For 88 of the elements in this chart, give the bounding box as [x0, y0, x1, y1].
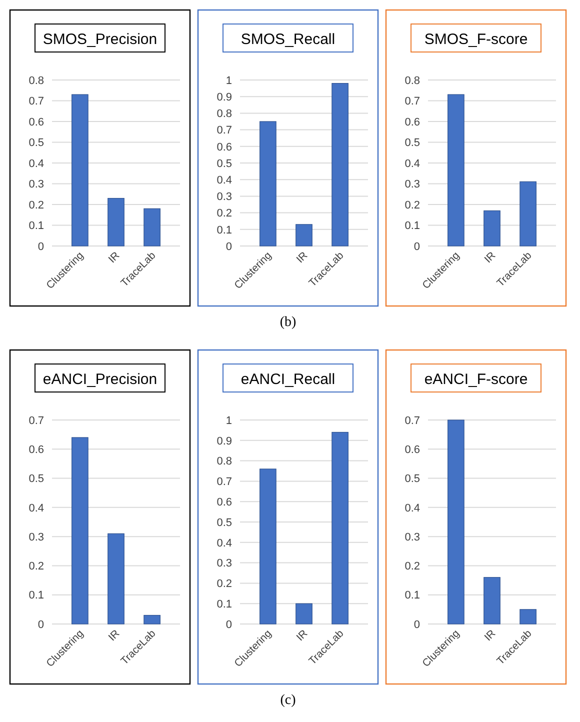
y-tick-label: 0.1	[28, 590, 44, 602]
y-tick-label: 0.3	[404, 178, 420, 191]
bar	[448, 94, 464, 246]
x-tick-label: IR	[294, 249, 310, 266]
x-tick-label: IR	[106, 249, 122, 266]
y-tick-label: 0.7	[28, 96, 44, 108]
y-tick-label: 0.3	[28, 531, 44, 544]
x-tick-label: IR	[106, 627, 122, 644]
y-tick-label: 0	[226, 240, 232, 253]
y-tick-label: 0.5	[28, 473, 44, 486]
y-tick-label: 0.5	[216, 158, 232, 170]
bar	[520, 609, 536, 624]
bar	[296, 224, 312, 246]
y-tick-label: 0.3	[216, 191, 232, 204]
y-tick-label: 0.9	[216, 91, 232, 104]
chart-title: eANCI_Precision	[42, 371, 158, 388]
bar	[72, 437, 88, 624]
y-tick-label: 0.7	[404, 414, 420, 427]
y-tick-label: 0.2	[216, 578, 232, 590]
y-tick-label: 0.8	[28, 74, 44, 87]
y-tick-label: 0.2	[28, 199, 44, 212]
y-tick-label: 0.1	[216, 224, 232, 236]
bar	[144, 614, 160, 624]
bar	[260, 468, 276, 624]
y-tick-label: 0.5	[28, 137, 44, 150]
bar	[260, 121, 276, 246]
y-tick-label: 0.1	[28, 220, 44, 232]
y-tick-label: 0.4	[216, 537, 232, 550]
bar	[332, 432, 348, 624]
bar	[484, 210, 500, 246]
bar	[520, 181, 536, 246]
bar	[448, 420, 464, 624]
y-tick-label: 1	[226, 414, 232, 427]
bar	[296, 603, 312, 624]
y-tick-label: 0.8	[404, 74, 420, 87]
text: (b)	[280, 315, 296, 330]
y-tick-label: 0.6	[404, 444, 420, 456]
y-tick-label: 0.5	[404, 137, 420, 150]
y-tick-label: 0.2	[216, 208, 232, 220]
y-tick-label: 0.6	[216, 141, 232, 154]
y-tick-label: 0.2	[404, 560, 420, 573]
y-tick-label: 0.6	[404, 116, 420, 128]
y-tick-label: 0	[38, 240, 44, 253]
bar	[108, 198, 124, 246]
chart-title: SMOS_Recall	[240, 31, 336, 48]
y-tick-label: 0.1	[404, 590, 420, 602]
y-tick-label: 0.8	[216, 456, 232, 468]
y-tick-label: 0.4	[28, 158, 44, 170]
bar	[72, 94, 88, 246]
y-tick-label: 0	[226, 618, 232, 631]
bar	[144, 208, 160, 246]
y-tick-label: 0.4	[404, 502, 420, 514]
y-tick-label: 0.7	[216, 124, 232, 137]
y-tick-label: 0.3	[216, 558, 232, 570]
y-tick-label: 0.4	[404, 158, 420, 170]
chart-title: SMOS_Precision	[42, 31, 158, 48]
y-tick-label: 0	[414, 240, 420, 253]
y-tick-label: 0.6	[28, 116, 44, 128]
chart-title: eANCI_Recall	[240, 371, 336, 388]
y-tick-label: 0.9	[216, 435, 232, 448]
bar	[484, 577, 500, 624]
y-tick-label: 0.7	[404, 96, 420, 108]
y-tick-label: 0.6	[216, 496, 232, 508]
y-tick-label: 0.7	[28, 414, 44, 427]
y-tick-label: 0.3	[404, 531, 420, 544]
x-tick-label: IR	[294, 627, 310, 644]
y-tick-label: 1	[226, 74, 232, 87]
x-tick-label: IR	[482, 249, 498, 266]
y-tick-label: 0.7	[216, 476, 232, 488]
chart-title: SMOS_F-score	[424, 31, 528, 48]
y-tick-label: 0.8	[216, 108, 232, 120]
y-tick-label: 0.2	[28, 560, 44, 573]
y-tick-label: 0	[38, 618, 44, 631]
y-tick-label: 0.4	[216, 174, 232, 186]
y-tick-label: 0	[414, 618, 420, 631]
y-tick-label: 0.2	[404, 199, 420, 212]
text: (c)	[280, 693, 296, 708]
y-tick-label: 0.5	[404, 473, 420, 486]
x-tick-label: IR	[482, 627, 498, 644]
y-tick-label: 0.5	[216, 516, 232, 529]
y-tick-label: 0.1	[216, 598, 232, 610]
chart-title: eANCI_F-score	[424, 371, 528, 388]
y-tick-label: 0.1	[404, 220, 420, 232]
y-tick-label: 0.6	[28, 444, 44, 456]
bar	[332, 83, 348, 246]
bar	[108, 533, 124, 624]
y-tick-label: 0.3	[28, 178, 44, 191]
y-tick-label: 0.4	[28, 502, 44, 514]
